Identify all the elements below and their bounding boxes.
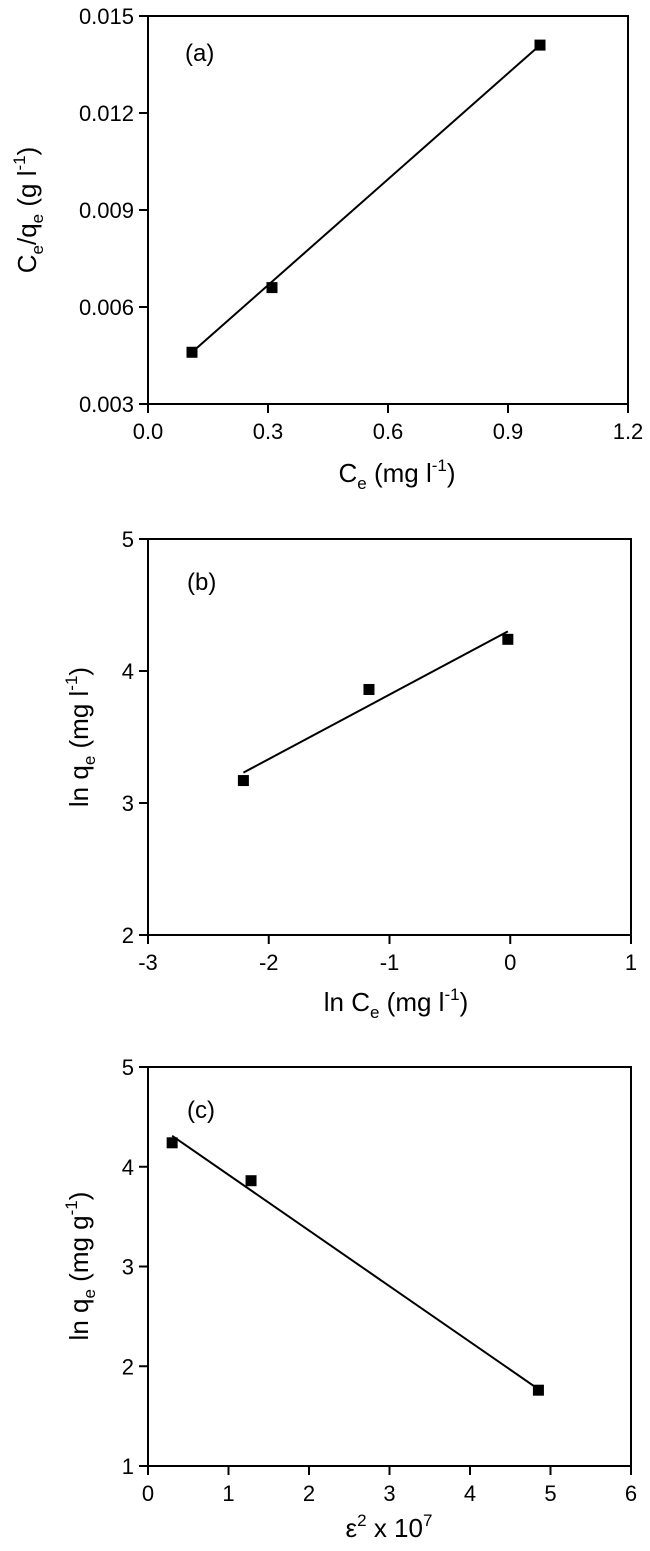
panel-c-x-tick-label: 5 <box>544 1481 556 1506</box>
panel-c-x-tick-label: 1 <box>222 1481 234 1506</box>
panel-a-y-tick-label: 0.009 <box>79 198 134 223</box>
panel-b-x-tick-label: -3 <box>138 950 158 975</box>
panel-b-data-point <box>502 633 514 645</box>
panel-a-frame <box>147 15 629 405</box>
panel-c-x-tick-label: 2 <box>303 1481 315 1506</box>
panel-c-y-tick-label: 1 <box>122 1454 134 1479</box>
panel-a-data-point <box>534 39 546 51</box>
panel-b-y-tick-label: 2 <box>122 923 134 948</box>
panel-c-fit-line <box>171 1135 539 1391</box>
panel-a-y-tick-label: 0.015 <box>79 4 134 29</box>
panel-a-fit-line <box>191 44 541 354</box>
panel-a-x-tick-label: 0.9 <box>493 419 524 444</box>
panel-b-y-tick-label: 4 <box>122 659 134 684</box>
panel-c-frame <box>147 1066 632 1467</box>
panel-b-x-tick-label: -1 <box>380 950 400 975</box>
panel-b-x-tick-label: 0 <box>504 950 516 975</box>
panel-a-x-tick-label: 0.0 <box>133 419 164 444</box>
chart-panel-b: -3 -2 -1 0 1 2 3 4 5 (b) ln Ce (mg l-1) ln qe (m… <box>62 527 637 1022</box>
panel-c-x-tick-label: 3 <box>383 1481 395 1506</box>
panel-b-y-tick-label: 5 <box>122 527 134 552</box>
panel-a-data-point <box>266 282 278 294</box>
panel-a-y-tick-label: 0.012 <box>79 101 134 126</box>
panel-c-data-point <box>166 1137 178 1149</box>
panel-a-x-axis-title: Ce (mg l-1) <box>338 456 455 493</box>
panel-c-data-point <box>532 1384 544 1396</box>
panel-c-x-tick-label: 6 <box>625 1481 637 1506</box>
chart-panel-a: 0.0 0.3 0.6 0.9 1.2 0.003 0.006 0.009 0.012 0.015… <box>10 4 643 493</box>
panel-a-data-point <box>186 346 198 358</box>
panel-c-x-tick-label: 4 <box>464 1481 476 1506</box>
panel-c-label: (c) <box>187 1097 215 1124</box>
panel-b-label: (b) <box>187 569 216 596</box>
panel-c-y-tick-label: 2 <box>122 1354 134 1379</box>
panel-a-x-tick-label: 1.2 <box>613 419 644 444</box>
panel-c-data-point <box>245 1175 257 1187</box>
panel-b-x-axis-title: ln Ce (mg l-1) <box>324 985 469 1022</box>
panel-a-y-tick-label: 0.006 <box>79 295 134 320</box>
panel-b-data-point <box>237 775 249 787</box>
panel-b-fit-line <box>242 630 509 774</box>
panel-b-y-tick-label: 3 <box>122 791 134 816</box>
panel-b-plot: -3 -2 -1 0 1 2 3 4 5 <box>122 527 637 975</box>
panel-a-label: (a) <box>185 40 214 67</box>
panel-b-frame <box>147 538 632 936</box>
panel-a-x-tick-label: 0.6 <box>373 419 404 444</box>
panel-b-y-axis-title: ln qe (mg l-1) <box>62 667 99 807</box>
panel-c-y-tick-label: 4 <box>122 1155 134 1180</box>
panel-c-x-tick-label: 0 <box>142 1481 154 1506</box>
panel-b-x-tick-label: -2 <box>259 950 279 975</box>
panel-a-y-tick-label: 0.003 <box>79 392 134 417</box>
panel-a-y-axis-title: Ce/qe (g l-1) <box>10 147 47 274</box>
panel-c-y-tick-label: 3 <box>122 1255 134 1280</box>
panel-a-plot: 0.0 0.3 0.6 0.9 1.2 0.003 0.006 0.009 0.012 0.015 <box>79 4 643 444</box>
panel-c-y-axis-title: ln qe (mg g-1) <box>62 1192 99 1341</box>
panel-c-x-axis-title: ε2 x 107 <box>346 1511 433 1543</box>
panel-b-data-point <box>363 683 375 695</box>
panel-a-x-tick-label: 0.3 <box>253 419 284 444</box>
panel-c-y-tick-label: 5 <box>122 1055 134 1080</box>
panel-b-x-tick-label: 1 <box>625 950 637 975</box>
